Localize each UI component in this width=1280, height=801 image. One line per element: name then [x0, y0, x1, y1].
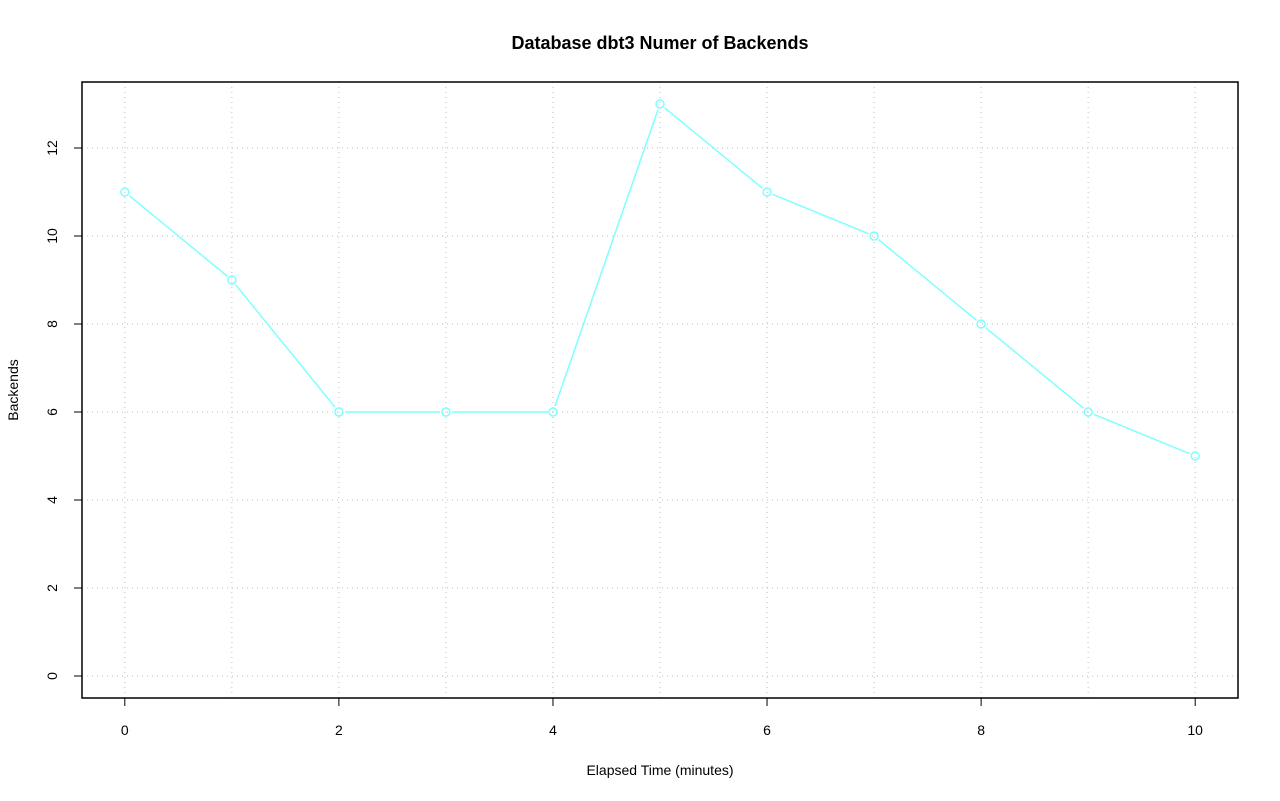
data-point: [762, 187, 772, 197]
data-point: [548, 407, 558, 417]
data-point: [441, 407, 451, 417]
data-point: [1190, 451, 1200, 461]
y-tick-label: 8: [44, 320, 60, 328]
x-tick-label: 4: [549, 722, 557, 738]
data-point: [1083, 407, 1093, 417]
x-tick-label: 10: [1187, 722, 1203, 738]
y-axis: 0 2 4 6 8 10 12: [44, 140, 82, 680]
plot-frame: [81, 81, 1239, 699]
data-point: [120, 187, 130, 197]
series-line-segment: [235, 284, 336, 408]
x-axis-label: Elapsed Time (minutes): [586, 762, 733, 778]
series-line-segment: [878, 239, 977, 321]
y-tick-label: 0: [44, 672, 60, 680]
y-tick-label: 12: [44, 140, 60, 156]
x-axis: 0 2 4 6 8 10: [121, 698, 1203, 738]
series-line-segment: [664, 107, 763, 189]
data-point: [655, 99, 665, 109]
y-tick-label: 10: [44, 228, 60, 244]
data-point: [227, 275, 237, 285]
chart-title: Database dbt3 Numer of Backends: [511, 33, 808, 53]
series-line-segment: [772, 193, 869, 235]
x-tick-label: 6: [763, 722, 771, 738]
y-tick-label: 4: [44, 496, 60, 504]
x-tick-label: 8: [977, 722, 985, 738]
x-tick-label: 0: [121, 722, 129, 738]
grid: [82, 82, 1238, 698]
y-tick-label: 2: [44, 584, 60, 592]
series-line-segment: [554, 109, 659, 407]
series-layer: [120, 99, 1200, 461]
y-axis-label: Backends: [5, 359, 21, 420]
data-point: [976, 319, 986, 329]
series-line-segment: [985, 327, 1084, 409]
x-tick-label: 2: [335, 722, 343, 738]
y-tick-label: 6: [44, 408, 60, 416]
data-point: [869, 231, 879, 241]
series-line-segment: [1093, 413, 1190, 455]
data-point: [334, 407, 344, 417]
series-line-segment: [128, 195, 228, 277]
